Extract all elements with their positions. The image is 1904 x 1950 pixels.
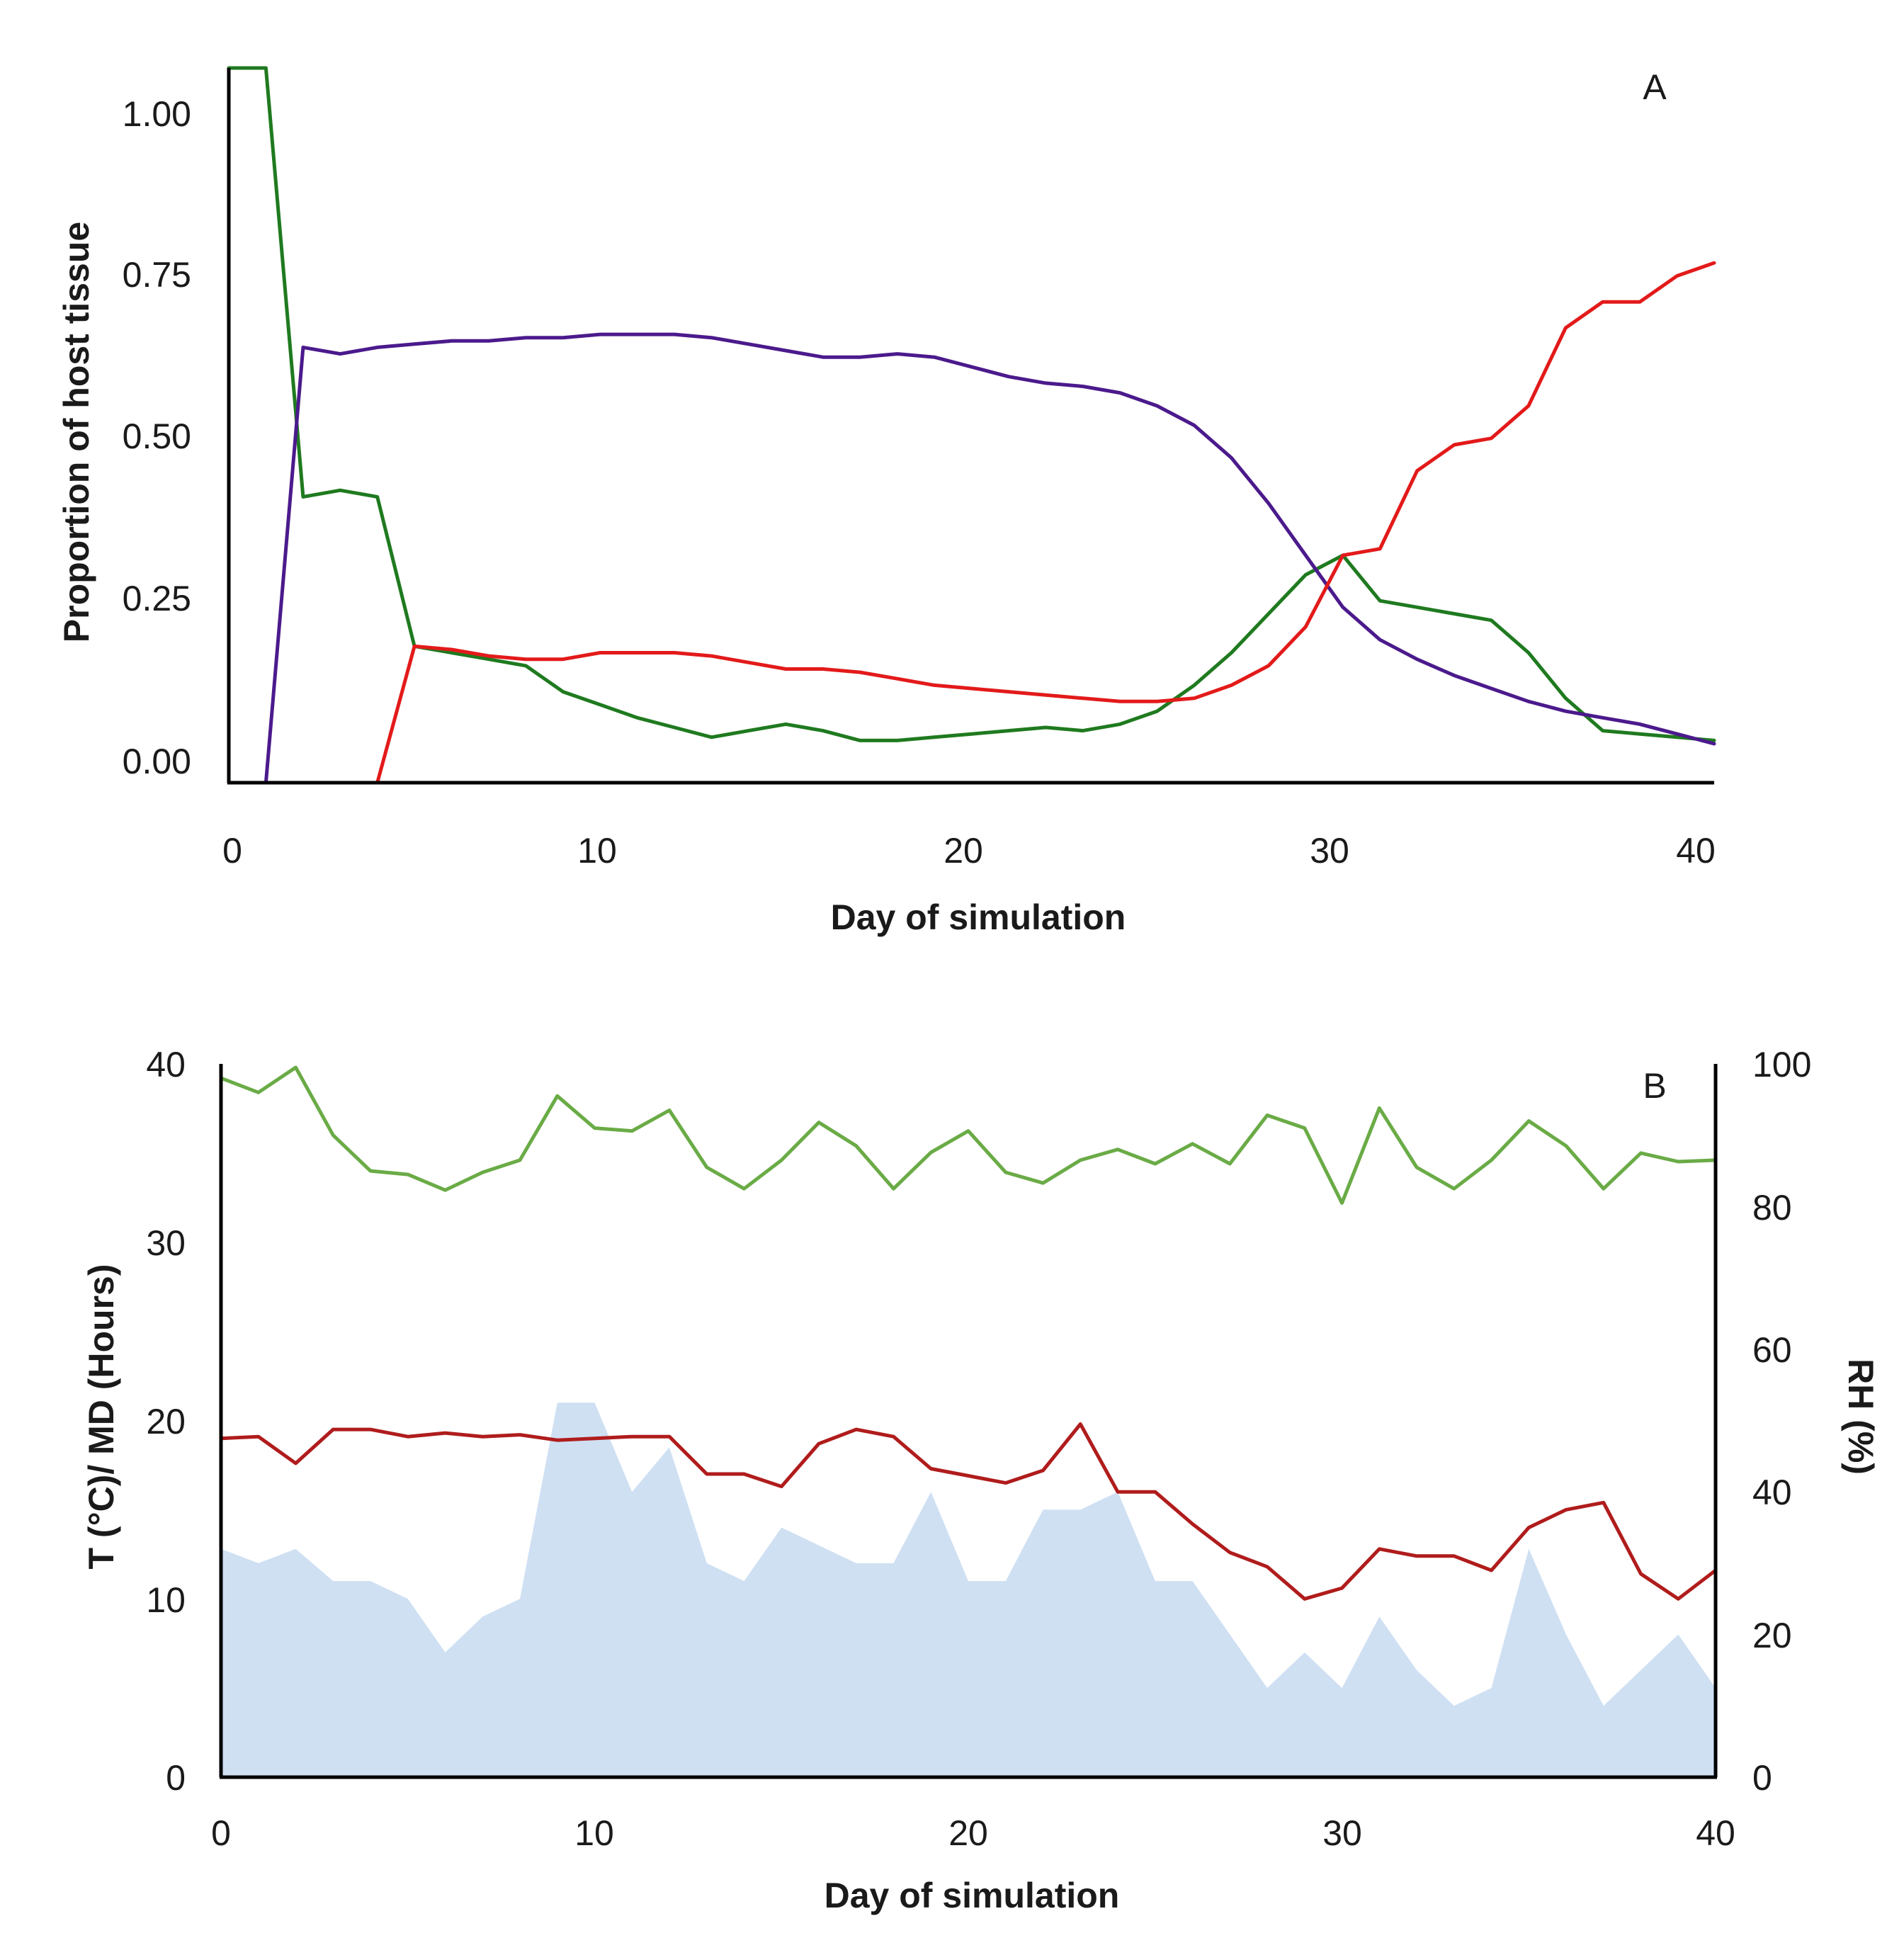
panel-a-red-series-line xyxy=(227,261,1716,785)
panel-b-x-tick-label: 0 xyxy=(211,1813,231,1853)
panel-b-x-tick-label: 30 xyxy=(1322,1813,1362,1853)
panel-b-left-y-tick-label: 40 xyxy=(146,1045,186,1084)
panel-a-x-tick-label: 20 xyxy=(944,831,983,871)
panel-b-right-y-tick-label: 60 xyxy=(1752,1330,1792,1370)
panel-b-x-tick-label: 40 xyxy=(1696,1813,1735,1853)
panel-a-y-tick-label: 0.75 xyxy=(123,255,191,295)
panel-a-y-tick-label: 1.00 xyxy=(123,94,191,134)
panel-a-x-axis-title: Day of simulation xyxy=(831,897,1126,937)
panel-a: 0.00 0.25 0.50 0.75 1.00 0 10 20 30 40 D… xyxy=(57,66,1716,937)
panel-b-left-y-tick-label: 20 xyxy=(146,1402,186,1441)
panel-b-x-tick-label: 10 xyxy=(574,1813,614,1853)
panel-b-x-tick-label: 20 xyxy=(948,1813,988,1853)
panel-a-x-tick-label: 0 xyxy=(222,831,242,871)
panel-b-right-y-tick-label: 80 xyxy=(1752,1188,1792,1228)
panel-b-temperature-series-line xyxy=(219,1422,1718,1601)
panel-b-label: B xyxy=(1643,1066,1666,1106)
panel-b-left-y-tick-label: 0 xyxy=(166,1758,186,1798)
panel-b-plot-area xyxy=(219,1065,1718,1777)
panel-b-right-y-tick-label: 40 xyxy=(1752,1473,1792,1512)
panel-b-x-axis-title: Day of simulation xyxy=(824,1876,1120,1915)
panel-b-left-y-tick-label: 30 xyxy=(146,1223,186,1263)
panel-b-rh-series-line xyxy=(219,1065,1718,1205)
panel-b-left-y-axis-title: T (°C)/ MD (Hours) xyxy=(81,1264,121,1569)
panel-b-left-y-tick-label: 10 xyxy=(146,1580,186,1620)
panel-a-y-axis-title: Proportion of host tissue xyxy=(57,222,96,642)
panel-a-purple-series-line xyxy=(227,332,1716,785)
panel-a-plot-area xyxy=(227,66,1716,785)
panel-a-x-tick-label: 40 xyxy=(1676,831,1716,871)
panel-a-green-series-line xyxy=(227,66,1716,742)
panel-a-x-tick-label: 30 xyxy=(1310,831,1349,871)
panel-a-y-tick-label: 0.00 xyxy=(123,742,191,781)
panel-b-moisture-duration-area xyxy=(221,1402,1716,1777)
panel-b: 0 10 20 30 40 0 20 40 60 80 100 0 10 20 … xyxy=(81,1045,1881,1915)
panel-b-right-y-axis-title: RH (%) xyxy=(1841,1359,1881,1475)
panel-b-right-y-tick-label: 0 xyxy=(1752,1758,1772,1798)
panel-a-x-tick-label: 10 xyxy=(577,831,617,871)
panel-a-label: A xyxy=(1643,67,1667,107)
panel-b-right-y-tick-label: 20 xyxy=(1752,1616,1792,1655)
panel-a-y-tick-label: 0.50 xyxy=(123,416,191,456)
panel-b-right-y-tick-label: 100 xyxy=(1752,1045,1811,1084)
panel-a-y-tick-label: 0.25 xyxy=(123,579,191,618)
